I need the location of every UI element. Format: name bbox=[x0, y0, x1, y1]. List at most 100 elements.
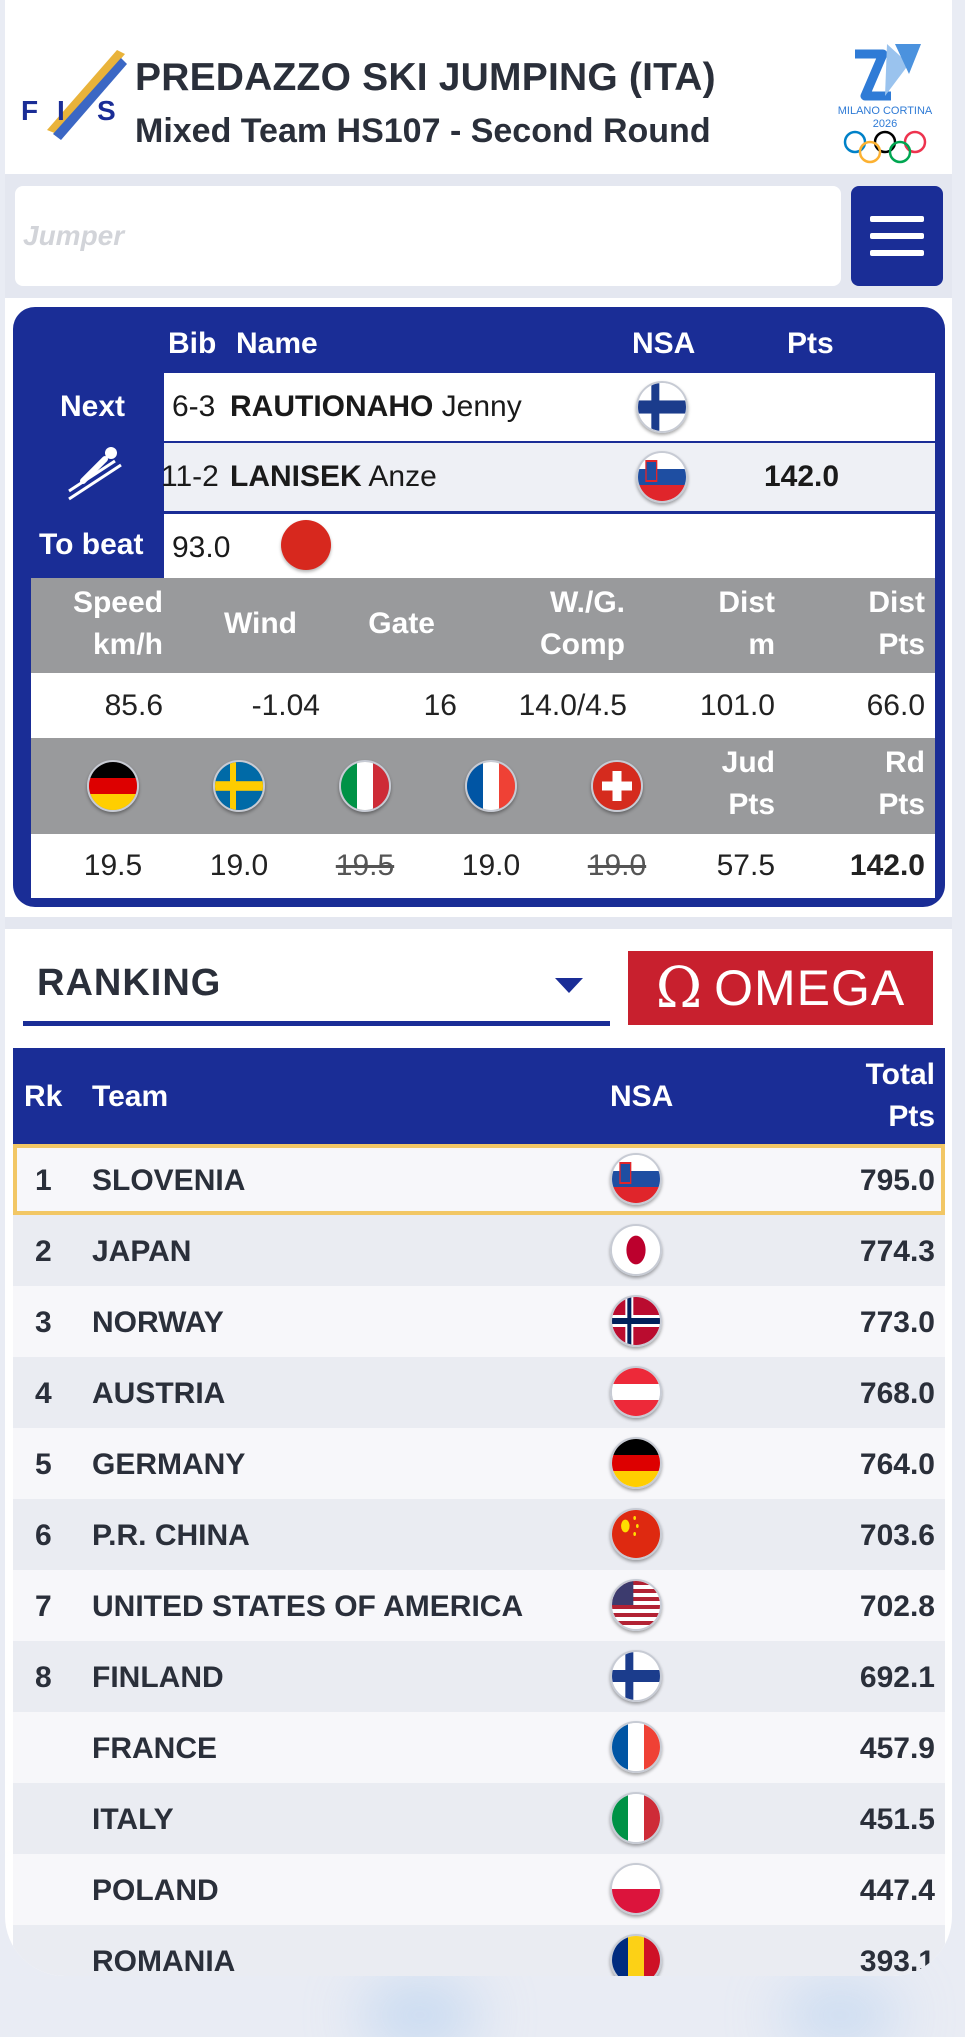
next-label: Next bbox=[60, 390, 126, 423]
current-jumper-row[interactable]: 11-2 LANISEK Anze 142.0 bbox=[161, 443, 935, 511]
germany-flag-icon bbox=[87, 760, 139, 812]
judge-score-discarded: 19.5 bbox=[335, 849, 395, 882]
search-bar bbox=[5, 174, 952, 298]
total-points: 773.0 bbox=[859, 1306, 935, 1339]
switzerland-flag-icon bbox=[591, 760, 643, 812]
next-jumper-row[interactable]: 6-3 RAUTIONAHO Jenny bbox=[164, 373, 935, 441]
ranking-row[interactable]: 2 JAPAN 774.3 bbox=[13, 1215, 945, 1286]
header-bib: Bib bbox=[168, 327, 217, 360]
ranking-row[interactable]: 3 NORWAY 773.0 bbox=[13, 1286, 945, 1357]
app-card: F I S PREDAZZO SKI JUMPING (ITA) Mixed T… bbox=[5, 0, 952, 1976]
jumper-search-input[interactable] bbox=[15, 186, 841, 286]
dist-value: 101.0 bbox=[699, 689, 775, 722]
rank: 4 bbox=[35, 1377, 52, 1410]
ranking-dropdown[interactable]: RANKING bbox=[23, 950, 610, 1026]
ranking-row[interactable]: POLAND 447.4 bbox=[13, 1854, 945, 1925]
france-flag-icon bbox=[465, 760, 517, 812]
slovenia-flag-icon bbox=[610, 1153, 662, 1205]
nsa-header: NSA bbox=[610, 1080, 674, 1113]
current-pts: 142.0 bbox=[764, 460, 840, 493]
wg-value: 14.0/4.5 bbox=[518, 689, 627, 722]
slovenia-flag-icon bbox=[636, 451, 688, 503]
ranking-row[interactable]: 6 P.R. CHINA 703.6 bbox=[13, 1499, 945, 1570]
germany-flag-icon bbox=[610, 1437, 662, 1489]
rd-pts-value: 142.0 bbox=[849, 849, 925, 882]
stats-header: Speed km/h Wind Gate W./G. Comp Dist m D… bbox=[31, 578, 935, 673]
omega-wordmark: OMEGA bbox=[714, 960, 906, 1016]
to-beat-value: 93.0 bbox=[172, 531, 231, 564]
ranking-row[interactable]: 5 GERMANY 764.0 bbox=[13, 1428, 945, 1499]
austria-flag-icon bbox=[610, 1366, 662, 1418]
italy-flag-icon bbox=[339, 760, 391, 812]
total-header: Total bbox=[865, 1058, 935, 1091]
background-blur bbox=[780, 1990, 900, 2037]
team-name: FINLAND bbox=[92, 1661, 224, 1694]
hamburger-icon bbox=[870, 216, 924, 222]
section-divider bbox=[5, 917, 952, 929]
omega-symbol-icon: Ω bbox=[655, 955, 703, 1021]
current-name: LANISEK Anze bbox=[230, 460, 437, 493]
team-name: JAPAN bbox=[92, 1235, 192, 1268]
header-pts: Pts bbox=[787, 327, 834, 360]
ranking-row[interactable]: ITALY 451.5 bbox=[13, 1783, 945, 1854]
rank: 3 bbox=[35, 1306, 52, 1339]
ranking-row[interactable]: 4 AUSTRIA 768.0 bbox=[13, 1357, 945, 1428]
team-name: ITALY bbox=[92, 1803, 174, 1836]
next-bib: 6-3 bbox=[172, 390, 216, 423]
total-points: 457.9 bbox=[859, 1732, 935, 1765]
svg-text:S: S bbox=[97, 95, 116, 126]
total-points: 703.6 bbox=[859, 1519, 935, 1552]
team-name: ROMANIA bbox=[92, 1945, 236, 1976]
svg-text:I: I bbox=[57, 95, 65, 126]
rank: 7 bbox=[35, 1590, 52, 1623]
wind-value: -1.04 bbox=[251, 689, 320, 722]
header-name: Name bbox=[236, 327, 318, 360]
total-points: 451.5 bbox=[859, 1803, 935, 1836]
gate-header: Gate bbox=[368, 607, 435, 640]
ranking-row[interactable]: FRANCE 457.9 bbox=[13, 1712, 945, 1783]
finland-flag-icon bbox=[610, 1650, 662, 1702]
to-beat-row: 93.0 bbox=[164, 514, 935, 582]
total-points: 393.1 bbox=[859, 1945, 935, 1976]
rk-header: Rk bbox=[24, 1080, 63, 1113]
judge-score: 19.0 bbox=[209, 849, 269, 882]
dist-header: Dist bbox=[718, 586, 775, 619]
dist-pts-header: Dist bbox=[868, 586, 925, 619]
page-title: PREDAZZO SKI JUMPING (ITA) bbox=[135, 56, 716, 99]
finland-flag-icon bbox=[636, 381, 688, 433]
menu-button[interactable] bbox=[851, 186, 943, 286]
omega-sponsor-logo: Ω OMEGA bbox=[628, 951, 933, 1025]
judges-values: 19.5 19.0 19.5 19.0 19.0 57.5 142.0 bbox=[31, 834, 935, 898]
ranking-row[interactable]: ROMANIA 393.1 bbox=[13, 1925, 945, 1976]
jud-header: Jud bbox=[721, 746, 775, 779]
romania-flag-icon bbox=[610, 1934, 662, 1976]
stats-values: 85.6 -1.04 16 14.0/4.5 101.0 66.0 bbox=[31, 673, 935, 738]
ranking-row[interactable]: 7 UNITED STATES OF AMERICA 702.8 bbox=[13, 1570, 945, 1641]
total-points: 447.4 bbox=[859, 1874, 935, 1907]
speed-header: Speed bbox=[72, 586, 163, 619]
ski-jumper-icon bbox=[68, 447, 122, 501]
ranking-row[interactable]: 8 FINLAND 692.1 bbox=[13, 1641, 945, 1712]
rd-sub: Pts bbox=[878, 788, 925, 821]
team-name: SLOVENIA bbox=[92, 1164, 246, 1197]
team-name: NORWAY bbox=[92, 1306, 224, 1339]
ranking-row[interactable]: 1 SLOVENIA 795.0 bbox=[13, 1144, 945, 1215]
usa-flag-icon bbox=[610, 1579, 662, 1631]
dist-unit: m bbox=[748, 628, 775, 661]
hamburger-icon bbox=[870, 250, 924, 256]
svg-text:MILANO CORTINA: MILANO CORTINA bbox=[838, 105, 933, 117]
ranking-table-header: Rk Team NSA Total Pts bbox=[13, 1048, 945, 1144]
total-points: 702.8 bbox=[859, 1590, 935, 1623]
team-header: Team bbox=[92, 1080, 169, 1113]
rank: 6 bbox=[35, 1519, 52, 1552]
milano-cortina-logo-icon: MILANO CORTINA 2026 bbox=[838, 44, 933, 164]
jud-sub: Pts bbox=[728, 788, 775, 821]
total-points: 795.0 bbox=[859, 1164, 935, 1197]
rank: 2 bbox=[35, 1235, 52, 1268]
japan-flag-icon bbox=[610, 1224, 662, 1276]
dist-pts-sub: Pts bbox=[878, 628, 925, 661]
page-header: F I S PREDAZZO SKI JUMPING (ITA) Mixed T… bbox=[5, 0, 952, 174]
sweden-flag-icon bbox=[213, 760, 265, 812]
rank: 5 bbox=[35, 1448, 52, 1481]
jumper-panel: Bib Name NSA Pts Next 6-3 RAUTIONAHO Jen… bbox=[13, 307, 945, 907]
